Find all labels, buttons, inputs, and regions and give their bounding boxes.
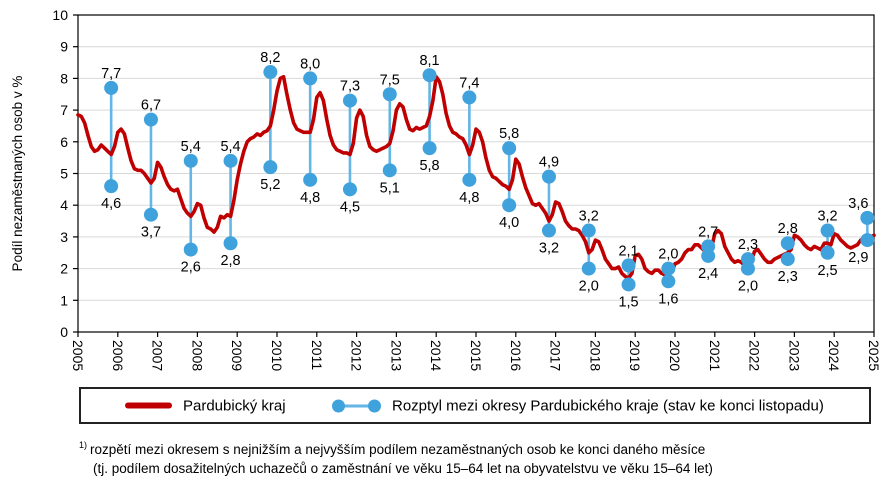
svg-text:2,8: 2,8: [778, 221, 798, 237]
legend-label-rozptyl: Rozptyl mezi okresy Pardubického kraje (…: [392, 397, 824, 414]
svg-text:2023: 2023: [786, 340, 802, 371]
svg-text:9: 9: [60, 39, 68, 55]
svg-text:2021: 2021: [707, 340, 723, 371]
footnote: 1) rozpětí mezi okresem s nejnižším a nej…: [79, 436, 713, 478]
svg-text:2018: 2018: [587, 340, 603, 371]
svg-text:2016: 2016: [508, 340, 524, 371]
legend-label-pardubicky-kraj: Pardubický kraj: [183, 397, 286, 414]
svg-text:3,6: 3,6: [848, 196, 868, 212]
svg-text:2006: 2006: [110, 340, 126, 371]
svg-text:0: 0: [60, 324, 68, 340]
svg-text:5: 5: [60, 166, 68, 182]
svg-text:7,7: 7,7: [101, 66, 121, 82]
legend-item-rozptyl: Rozptyl mezi okresy Pardubického kraje (…: [332, 397, 824, 414]
svg-text:4,5: 4,5: [340, 199, 360, 215]
svg-text:5,8: 5,8: [499, 126, 519, 142]
svg-text:2,4: 2,4: [698, 266, 718, 282]
svg-text:5,8: 5,8: [419, 158, 439, 174]
svg-text:4,8: 4,8: [459, 190, 479, 206]
svg-text:2013: 2013: [388, 340, 404, 371]
svg-text:2007: 2007: [150, 340, 166, 371]
chart-legend: Pardubický kraj Rozptyl mezi okresy Pard…: [79, 387, 871, 424]
svg-text:2014: 2014: [428, 340, 444, 371]
svg-text:2,5: 2,5: [817, 263, 837, 279]
svg-text:2020: 2020: [667, 340, 683, 371]
gridlines: [78, 46, 874, 301]
svg-text:5,1: 5,1: [380, 180, 400, 196]
svg-text:2022: 2022: [747, 340, 763, 371]
svg-text:2008: 2008: [189, 340, 205, 371]
svg-text:4: 4: [60, 197, 68, 213]
svg-text:2,9: 2,9: [848, 250, 868, 266]
svg-text:6: 6: [60, 134, 68, 150]
svg-text:4,9: 4,9: [539, 155, 559, 171]
range-dot-icon: [332, 399, 345, 412]
red-line-swatch: [125, 402, 172, 409]
svg-text:2,1: 2,1: [618, 243, 638, 259]
range-dot-icon: [368, 399, 381, 412]
svg-text:7: 7: [60, 102, 68, 118]
svg-text:1,6: 1,6: [658, 291, 678, 307]
y-axis-labels: 0 1 2 3 4 5 6 7 8 9 10: [52, 7, 78, 340]
svg-text:7,5: 7,5: [380, 72, 400, 88]
svg-text:2015: 2015: [468, 340, 484, 371]
svg-text:3,7: 3,7: [141, 225, 161, 241]
svg-text:5,2: 5,2: [260, 177, 280, 193]
svg-text:2,8: 2,8: [220, 253, 240, 269]
x-axis-labels: 2005 2006 2007 2008 2009 2010 2011 2012 2013 2014…: [70, 332, 882, 371]
range-value-labels: 7,7 4,6 6,7 3,7 5,4 2,6 5,4 2,8 8,2 5,2 8,0 4,8 7,3 4…: [101, 50, 868, 310]
svg-text:4,6: 4,6: [101, 196, 121, 212]
svg-text:2025: 2025: [866, 340, 882, 371]
svg-text:8,1: 8,1: [419, 53, 439, 69]
svg-text:2,3: 2,3: [778, 269, 798, 285]
svg-text:2010: 2010: [269, 340, 285, 371]
svg-text:2,6: 2,6: [181, 260, 201, 276]
footnote-line-1: 1) rozpětí mezi okresem s nejnižším a nej…: [79, 436, 713, 459]
y-axis-title: Podíl nezaměstnaných osob v %: [10, 76, 25, 272]
svg-text:3,2: 3,2: [539, 241, 559, 257]
svg-text:6,7: 6,7: [141, 98, 161, 114]
footnote-text-1: rozpětí mezi okresem s nejnižším a nejvy…: [90, 442, 706, 457]
svg-text:2: 2: [60, 261, 68, 277]
svg-text:7,4: 7,4: [459, 75, 479, 91]
svg-text:2012: 2012: [349, 340, 365, 371]
blue-range-swatch: [332, 399, 381, 413]
svg-text:2,0: 2,0: [579, 279, 599, 295]
svg-text:2,3: 2,3: [738, 237, 758, 253]
svg-text:2017: 2017: [548, 340, 564, 371]
svg-text:8: 8: [60, 70, 68, 86]
svg-text:10: 10: [52, 7, 68, 23]
svg-text:4,8: 4,8: [300, 190, 320, 206]
range-dots: [104, 65, 875, 292]
svg-text:5,4: 5,4: [220, 139, 240, 155]
legend-item-pardubicky-kraj: Pardubický kraj: [125, 397, 286, 414]
svg-text:4,0: 4,0: [499, 215, 519, 231]
svg-text:8,2: 8,2: [260, 50, 280, 66]
svg-text:7,3: 7,3: [340, 79, 360, 95]
svg-text:2011: 2011: [309, 340, 325, 370]
svg-text:3,2: 3,2: [817, 209, 837, 225]
svg-text:2,0: 2,0: [738, 279, 758, 295]
svg-text:3: 3: [60, 229, 68, 245]
svg-text:1,5: 1,5: [618, 294, 638, 310]
svg-text:3,2: 3,2: [579, 209, 599, 225]
svg-text:2024: 2024: [826, 340, 842, 371]
svg-text:2,7: 2,7: [698, 224, 718, 240]
svg-text:2009: 2009: [229, 340, 245, 371]
range-stem-icon: [338, 404, 375, 407]
footnote-line-2: (tj. podílem dosažitelných uchazečů o za…: [93, 461, 713, 476]
svg-text:2,0: 2,0: [658, 247, 678, 263]
svg-text:1: 1: [60, 292, 68, 308]
svg-text:2005: 2005: [70, 340, 86, 371]
svg-text:8,0: 8,0: [300, 56, 320, 72]
svg-text:5,4: 5,4: [181, 139, 201, 155]
kraj-line-series: [76, 75, 876, 280]
svg-text:2019: 2019: [627, 340, 643, 371]
footnote-marker: 1): [79, 440, 88, 450]
